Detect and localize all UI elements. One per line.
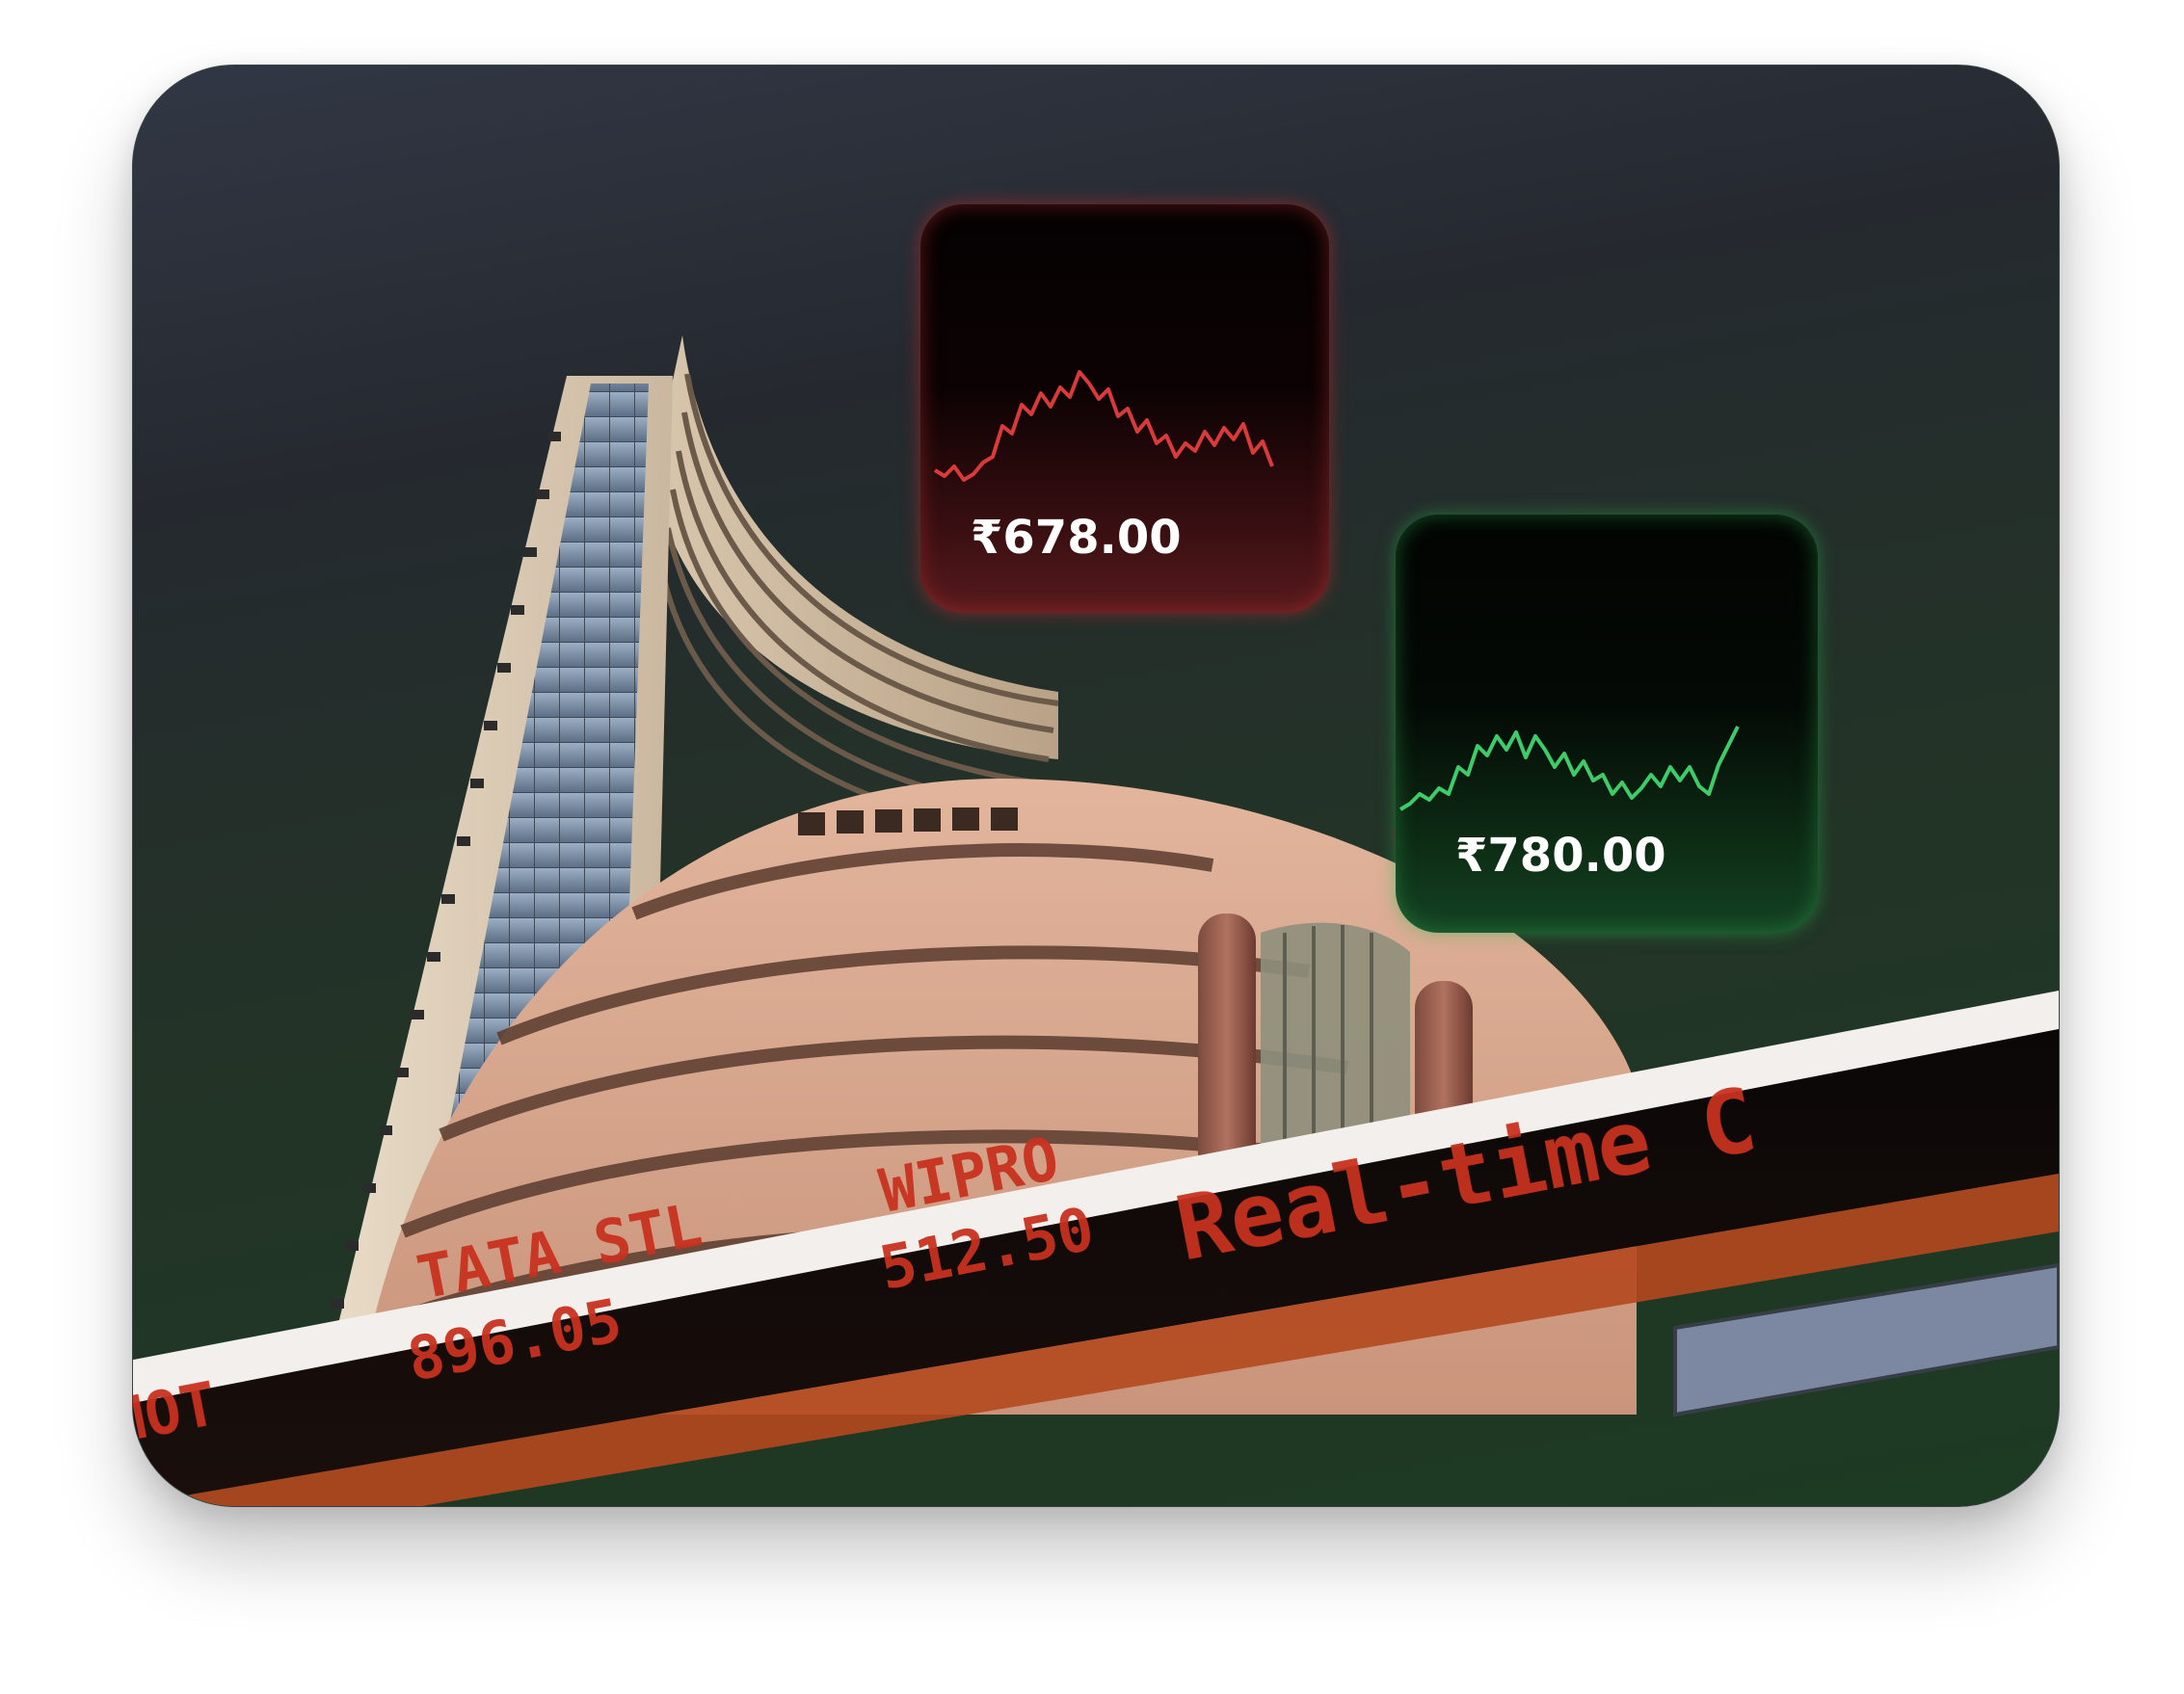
price-trend-sparkline <box>933 370 1274 482</box>
stock-price-card-down: ₹678.00 <box>920 204 1329 613</box>
price-trend-sparkline <box>1398 726 1740 811</box>
stock-price-label: ₹678.00 <box>971 511 1182 565</box>
stock-price-label: ₹780.00 <box>1455 829 1666 883</box>
hero-card: Real-time C TATA STL 896.05 WIPRO 512.50… <box>132 65 2060 1507</box>
stock-price-card-up: ₹780.00 <box>1396 515 1818 933</box>
stock-exchange-building-illustration: Real-time C TATA STL 896.05 WIPRO 512.50… <box>133 335 2059 1506</box>
